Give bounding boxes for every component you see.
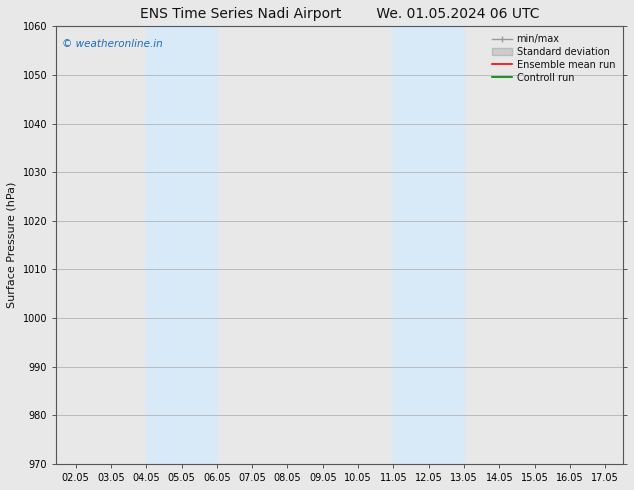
Text: © weatheronline.in: © weatheronline.in bbox=[62, 39, 162, 49]
Bar bbox=[146, 26, 217, 464]
Title: ENS Time Series Nadi Airport        We. 01.05.2024 06 UTC: ENS Time Series Nadi Airport We. 01.05.2… bbox=[139, 7, 540, 21]
Y-axis label: Surface Pressure (hPa): Surface Pressure (hPa) bbox=[7, 182, 17, 308]
Legend: min/max, Standard deviation, Ensemble mean run, Controll run: min/max, Standard deviation, Ensemble me… bbox=[489, 31, 618, 86]
Bar bbox=[393, 26, 464, 464]
